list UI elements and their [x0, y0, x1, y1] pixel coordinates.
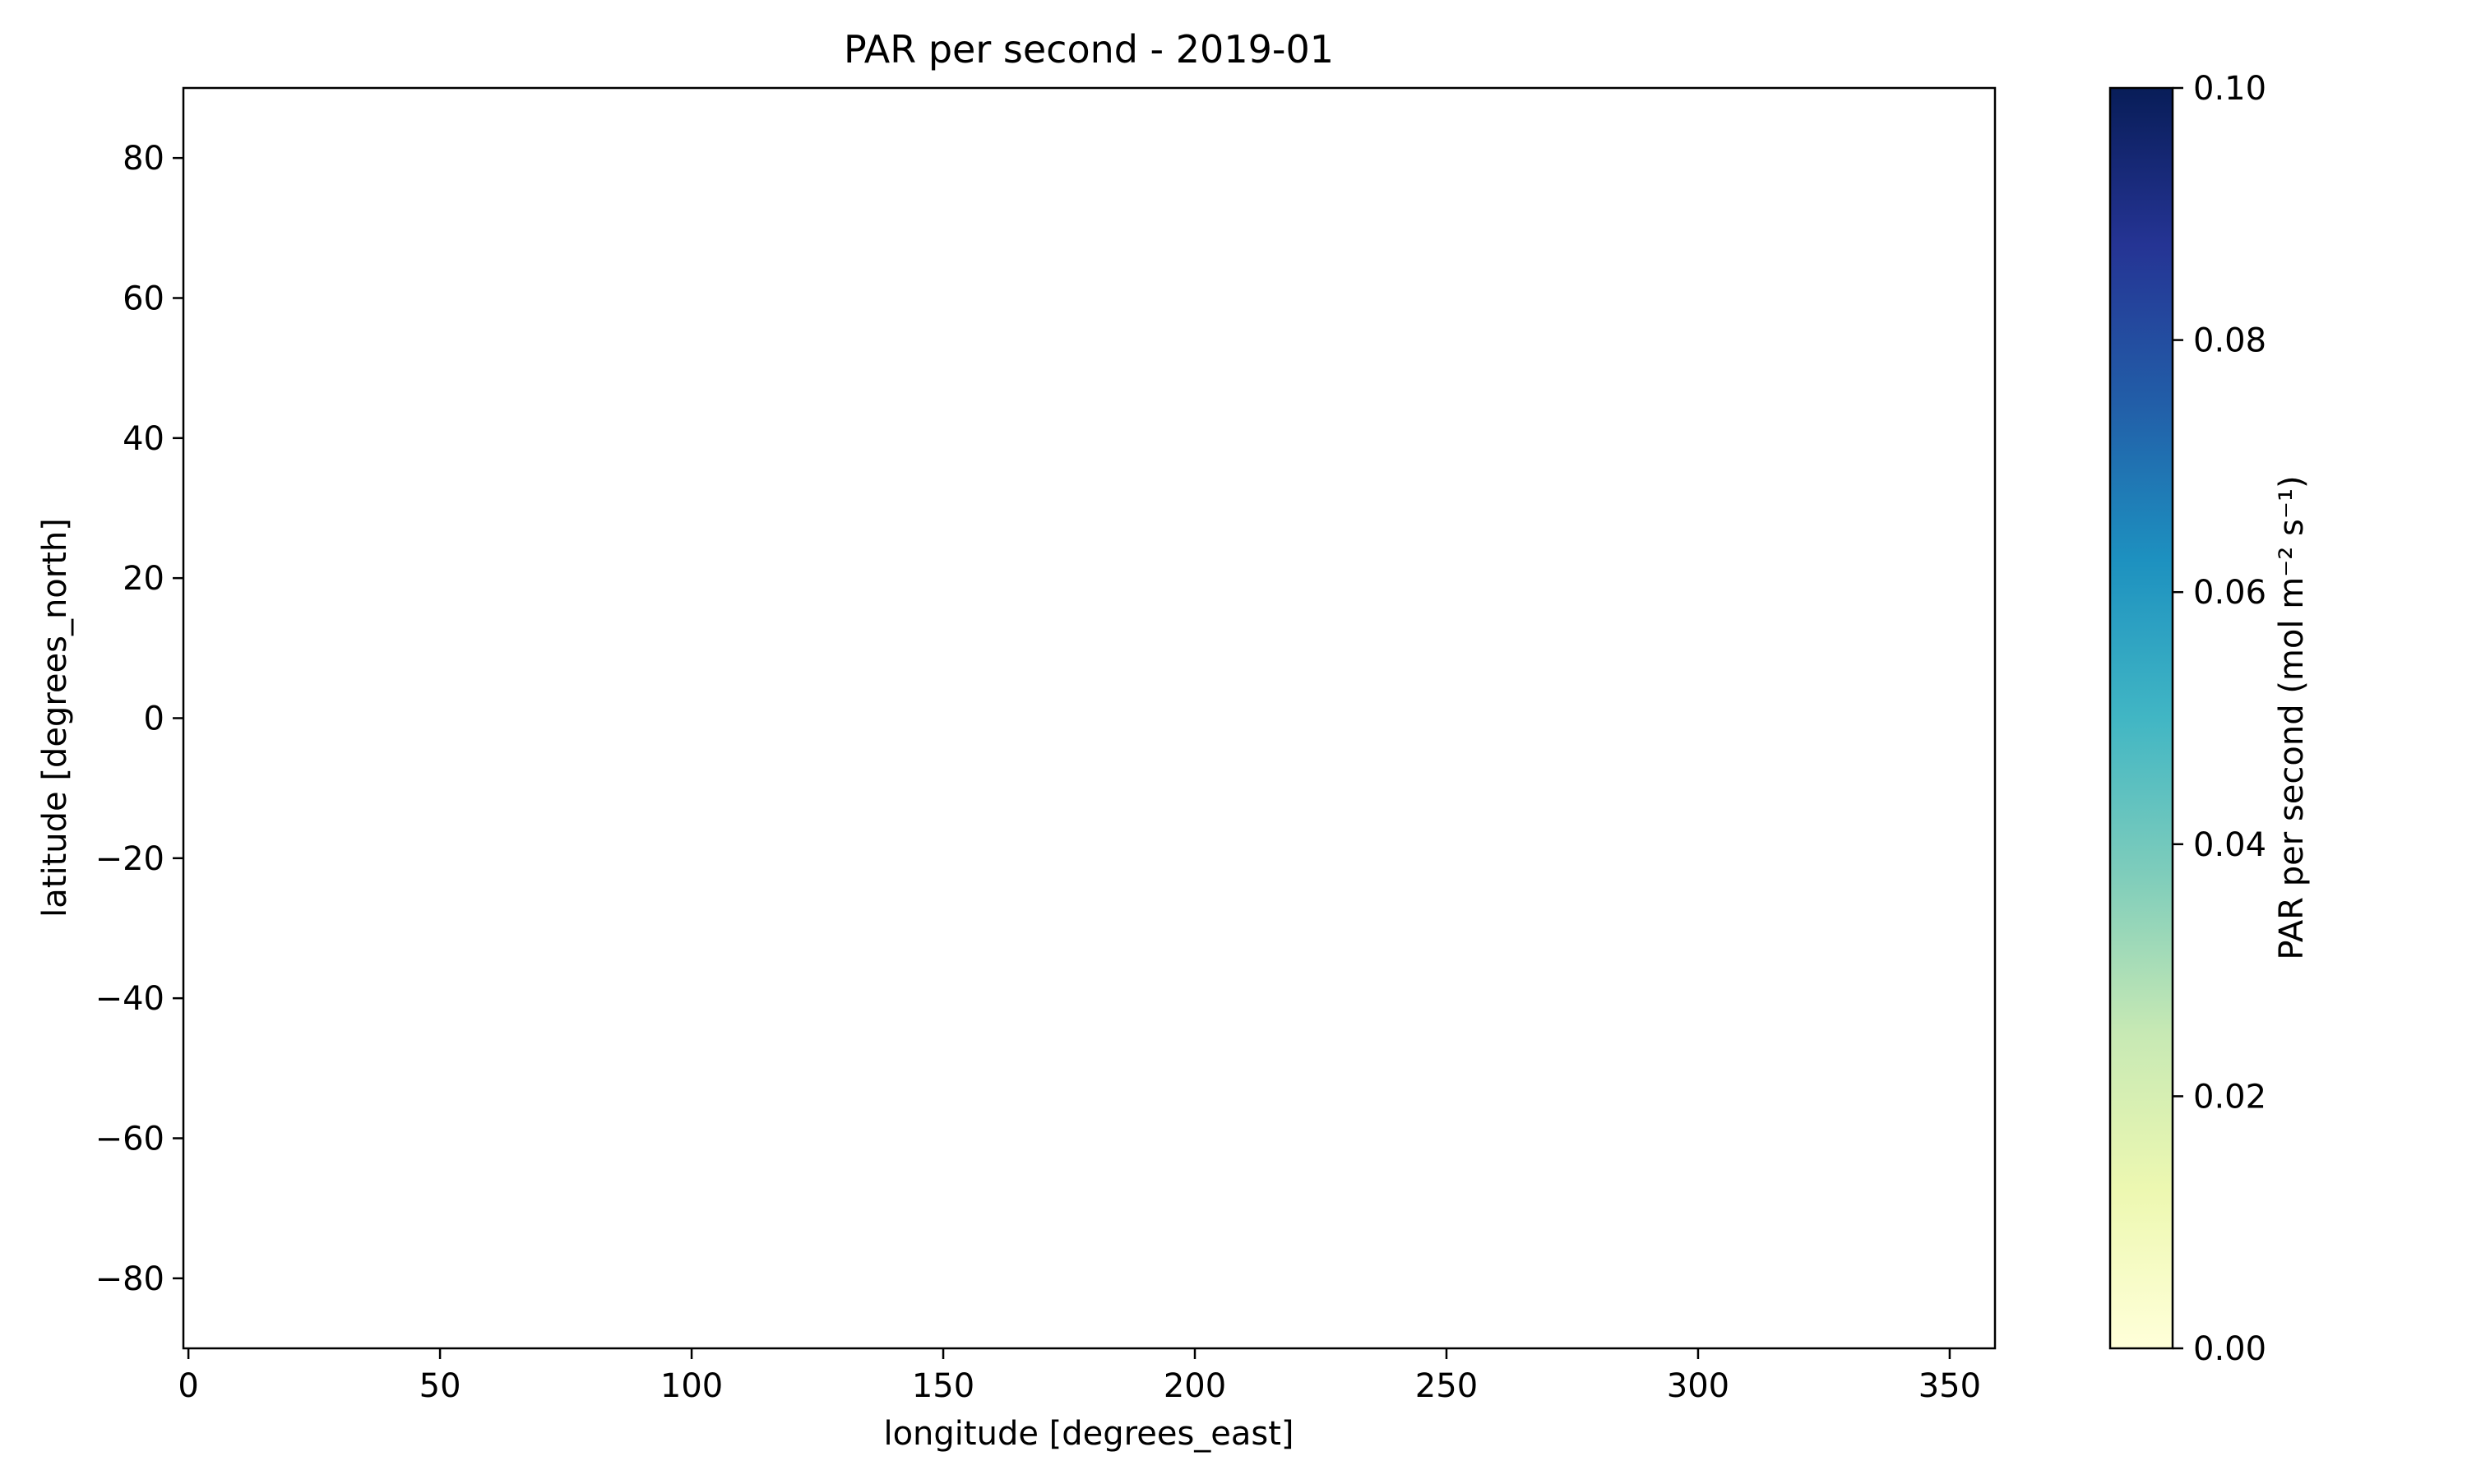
colorbar [2108, 86, 2174, 1350]
x-tick-label: 300 [1667, 1367, 1729, 1405]
y-axis-ticks: 80 60 40 20 0 −20 −40 −60 −80 [95, 140, 183, 1298]
colorbar-tick-label: 0.04 [2193, 826, 2266, 864]
x-axis-ticks: 0 50 100 150 200 250 300 350 [178, 1348, 1981, 1405]
colorbar-tick-label: 0.10 [2193, 70, 2266, 108]
x-tick-label: 200 [1164, 1367, 1226, 1405]
y-tick-label: 40 [123, 420, 164, 458]
y-tick-label: −60 [95, 1121, 164, 1158]
colorbar-label: PAR per second (mol m⁻² s⁻¹) [2273, 475, 2311, 959]
plot-area [182, 86, 1997, 1350]
y-axis-label: latitude [degrees_north] [36, 518, 74, 918]
y-tick-label: −40 [95, 980, 164, 1018]
x-tick-label: 0 [178, 1367, 198, 1405]
colorbar-ticks: 0.00 0.02 0.04 0.06 0.08 0.10 [2173, 70, 2266, 1368]
colorbar-tick-label: 0.00 [2193, 1330, 2266, 1368]
y-tick-label: −80 [95, 1260, 164, 1298]
x-tick-label: 50 [419, 1367, 461, 1405]
x-tick-label: 350 [1919, 1367, 1981, 1405]
y-tick-label: −20 [95, 840, 164, 878]
chart-title: PAR per second - 2019-01 [844, 27, 1334, 72]
x-tick-label: 250 [1415, 1367, 1478, 1405]
y-tick-label: 60 [123, 280, 164, 318]
colorbar-tick-label: 0.08 [2193, 322, 2266, 360]
y-tick-label: 0 [144, 700, 164, 738]
x-axis-label: longitude [degrees_east] [883, 1415, 1294, 1453]
colorbar-tick-label: 0.02 [2193, 1078, 2266, 1116]
x-tick-label: 150 [912, 1367, 974, 1405]
y-tick-label: 80 [123, 140, 164, 178]
y-tick-label: 20 [123, 560, 164, 598]
colorbar-tick-label: 0.06 [2193, 574, 2266, 612]
x-tick-label: 100 [660, 1367, 723, 1405]
